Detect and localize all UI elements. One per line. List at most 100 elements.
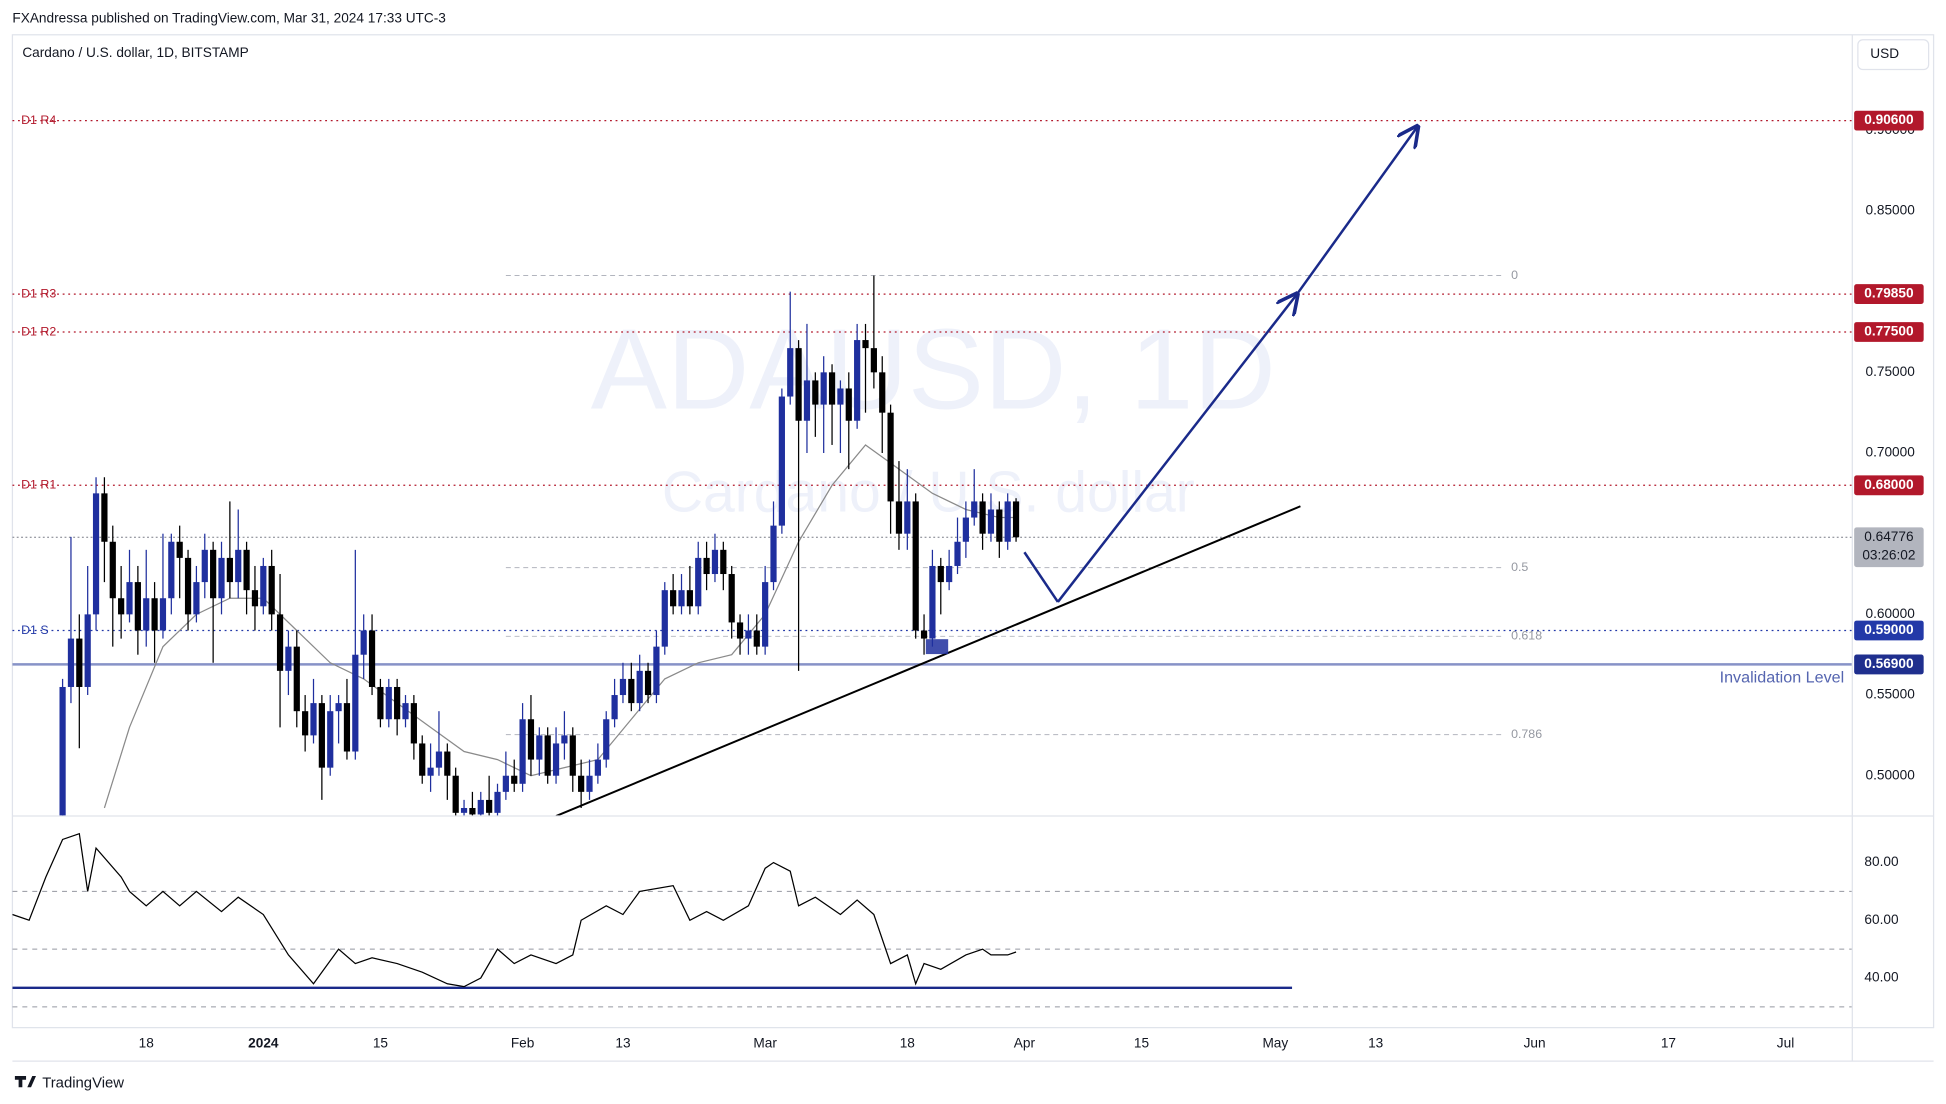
candle-body	[352, 654, 359, 752]
y-tick-label: 0.50000	[1865, 767, 1915, 782]
fib-label: 0	[1511, 268, 1518, 282]
candle-body	[327, 711, 334, 768]
pivot-tag	[1854, 110, 1924, 131]
candle-body	[887, 412, 894, 502]
candle-body	[184, 557, 192, 615]
candle-body	[787, 348, 794, 397]
candle-body	[410, 703, 417, 744]
pivot-name: D1 R1	[21, 478, 56, 492]
candle-body	[201, 549, 208, 583]
x-tick-label: Jul	[1777, 1035, 1794, 1050]
candle-body	[318, 703, 325, 768]
candle-body	[636, 670, 643, 704]
pivot-name: D1 R3	[21, 286, 56, 300]
currency-button[interactable]	[1857, 39, 1930, 71]
candle-body	[302, 711, 309, 736]
x-tick-label: 15	[1134, 1035, 1150, 1050]
x-tick-label: 17	[1661, 1035, 1676, 1050]
candle-body	[210, 549, 217, 599]
candle-body	[653, 646, 660, 696]
pivot-tag-label: 0.77500	[1864, 324, 1914, 339]
last-price-tag	[1854, 527, 1924, 568]
candle-body	[126, 582, 133, 615]
candle-body	[394, 686, 401, 720]
projection-arrow	[1056, 294, 1297, 603]
candle-body	[611, 695, 618, 720]
candle-body	[519, 719, 526, 784]
candle-body	[586, 775, 593, 792]
candle-body	[243, 549, 250, 591]
brand: TradingView	[42, 1075, 124, 1091]
candle-body	[619, 678, 627, 696]
candle-body	[845, 388, 852, 421]
candle-body	[444, 751, 451, 776]
candle-body	[837, 388, 844, 405]
pivot-tag-label: 0.79850	[1864, 286, 1914, 301]
candle-body	[971, 501, 978, 518]
candle-body	[686, 590, 693, 607]
x-tick-label: 13	[615, 1035, 630, 1050]
candle-body	[703, 557, 710, 575]
countdown-label: 03:26:02	[1862, 548, 1915, 563]
candle-body	[335, 703, 342, 712]
candle-body	[134, 582, 141, 631]
trendline	[555, 505, 1301, 816]
candle-body	[879, 372, 886, 413]
candle-body	[494, 791, 501, 813]
candle-body	[795, 348, 802, 421]
candle-body	[820, 372, 827, 405]
pivot-tag-label: 0.68000	[1864, 477, 1914, 492]
candle-body	[502, 775, 509, 792]
candle-body	[460, 807, 468, 813]
rsi-pane	[12, 832, 1852, 1008]
pivot-tag	[1854, 284, 1924, 305]
candle-body	[527, 719, 535, 760]
candle-body	[644, 670, 652, 696]
candle-body	[996, 509, 1003, 542]
candle-body	[419, 743, 426, 776]
candle-body	[260, 565, 267, 607]
invalidation-label: Invalidation Level	[1720, 668, 1845, 686]
watermark-name: Cardano / U.S. dollar	[662, 461, 1195, 525]
candle-body	[736, 622, 744, 639]
candle-body	[561, 735, 568, 744]
candle-body	[1004, 501, 1011, 542]
candle-body	[67, 638, 75, 687]
candle-body	[929, 565, 936, 639]
candle-body	[151, 598, 158, 631]
candle-body	[569, 735, 576, 776]
invalidation-tag	[1854, 654, 1924, 675]
y-tick-label: 0.70000	[1865, 445, 1915, 460]
currency-label[interactable]: USD	[1870, 46, 1899, 61]
candle-body	[594, 759, 601, 776]
candle-body	[695, 557, 702, 607]
x-tick-label: Mar	[753, 1035, 777, 1050]
candle-body	[1012, 501, 1020, 538]
pivot-name: D1 S	[21, 623, 49, 637]
last-price-label: 0.64776	[1864, 529, 1913, 544]
logo-mark	[14, 1076, 36, 1088]
candle-body	[536, 735, 543, 760]
candle-body	[285, 646, 292, 671]
candle-body	[92, 493, 100, 615]
y-tick-label: 0.75000	[1865, 364, 1915, 379]
pivot-tag-label: 0.59000	[1864, 622, 1914, 637]
candle-body	[235, 549, 242, 583]
candle-body	[711, 549, 719, 575]
frame	[11, 34, 1935, 1029]
axes: 18 2024 15 Feb 13 Mar 18 Apr 15 May 13 Jun 17 Jul0.50…	[139, 110, 1924, 1050]
x-tick-label: May	[1262, 1035, 1288, 1050]
y-tick-label: 0.55000	[1865, 687, 1915, 702]
x-tick-label: Apr	[1014, 1035, 1036, 1050]
pivot-tag	[1854, 475, 1924, 496]
candle-body	[552, 743, 560, 776]
candle-body	[276, 614, 284, 671]
candle-body	[904, 501, 911, 534]
candle-body	[603, 719, 610, 760]
candle-body	[828, 372, 836, 405]
symbol-title: Cardano / U.S. dollar, 1D, BITSTAMP	[22, 45, 248, 60]
candle-body	[954, 541, 961, 566]
candle-body	[895, 501, 903, 534]
